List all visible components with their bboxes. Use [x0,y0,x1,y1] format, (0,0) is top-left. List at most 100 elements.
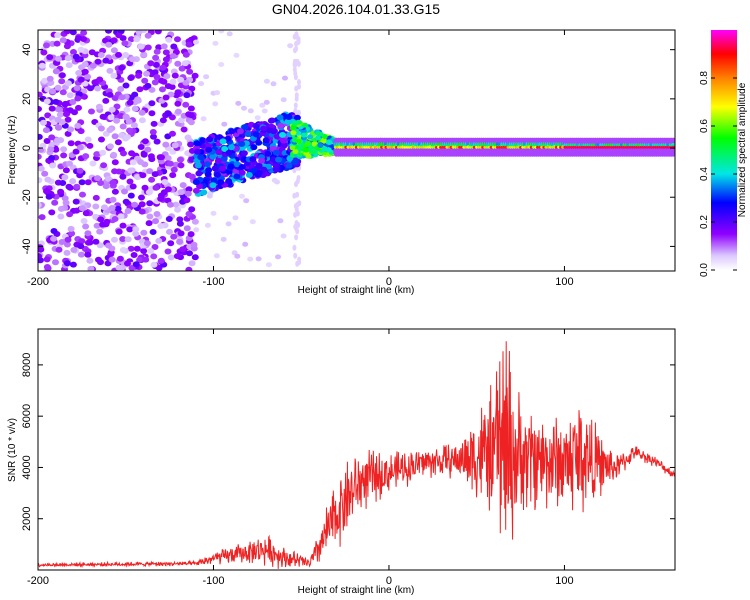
colorbar-gradient [711,30,737,270]
spectrogram-cell [107,114,115,121]
spectrogram-cell [297,79,301,85]
spectrogram-cell [193,227,200,233]
spectrogram-cell [148,156,156,163]
spectrogram-cell [78,205,86,212]
y-tick-label: 40 [21,44,33,56]
spectrogram-cell [119,173,127,180]
spectrogram-cell [133,36,141,43]
spectrogram-cell [118,94,126,101]
spectrogram-cell [70,247,78,253]
spectrogram-cell [45,193,53,200]
spectrogram-cell [245,172,253,178]
spectrogram-cell [151,69,159,76]
spectrogram-cell [98,136,105,143]
spectrogram-cell [143,70,151,77]
spectrogram-cell [143,240,151,247]
spectrogram-cell [152,184,160,191]
spectrogram-cell [84,251,92,258]
spectrogram-cell [296,109,301,116]
spectrogram-cell [294,181,298,188]
spectrogram-cell [55,246,63,253]
spectrogram-cell [84,136,92,143]
spectrogram-cell [129,56,136,63]
spectrogram-cell [210,210,217,216]
spectrogram-cell [69,30,77,36]
spectrogram-cell [139,172,147,179]
spectrogram-cell [115,264,123,271]
spectrogram-cell [144,44,152,51]
spectrogram-cell [111,216,119,222]
spectrogram-cell [59,180,67,186]
spectrogram-cell [295,139,302,144]
spectrogram-cell [295,210,300,217]
spectrogram-cell [244,131,252,138]
spectrogram-cell [119,236,127,242]
y-tick-label: -20 [21,189,33,205]
spectrogram-cell [297,83,301,90]
spectrogram-cell [218,30,225,34]
spectrogram-cell [102,183,110,190]
spectrogram-cell [187,141,195,148]
spectrogram-cell [132,226,140,233]
spectrogram-cell [82,210,90,217]
y-tick-label: 4000 [21,455,33,479]
spectrogram-cell [119,123,127,130]
spectrogram-cell [263,78,270,84]
spectrogram-cell [174,100,182,107]
spectrogram-cell [321,146,328,152]
spectrogram-cell [162,94,170,101]
spectrogram-cell [135,30,143,35]
spectrogram-cell [108,205,116,211]
spectrogram-cell [193,140,201,147]
spectrogram-cell [75,104,82,111]
spectrogram-cell [284,118,292,125]
spectrogram-cell [238,169,246,176]
spectrogram-cell [294,234,299,241]
spectrogram-cell [42,127,50,134]
spectrogram-cell [144,32,152,39]
spectrogram-cell [228,144,235,151]
spectrogram-cell [225,149,233,156]
spectrogram-cell [38,62,46,69]
spectrogram-cell [48,209,56,216]
spectrogram-cell [145,220,153,227]
spectrogram-cell [43,256,51,263]
spectrogram-cell [138,201,146,208]
spectrogram-cell [53,137,61,144]
spectrogram-cell [302,122,309,128]
spectrogram-cell [163,73,171,80]
spectrogram-cell [225,178,233,185]
spectrogram-cell [117,213,125,220]
spectrogram-cell [104,260,112,267]
spectrogram-cell [66,160,73,167]
spectrogram-cell [285,162,293,169]
spectrogram-cell [135,72,142,79]
y-tick-label: -40 [21,238,33,254]
spectrogram-cell [166,160,174,167]
spectrogram-cell [122,198,130,205]
spectrogram-cell [95,103,103,110]
spectrogram-cell [187,231,195,238]
spectrogram-cell [52,68,60,75]
spectrogram-cell [238,164,246,170]
spectrogram-cell [70,49,77,55]
spectrogram-cell [55,124,63,131]
spectrogram-cell [232,215,239,221]
spectrogram-cell [176,156,184,163]
colorbar-tick-label: 0.6 [699,119,710,133]
spectrogram-cell [233,173,241,180]
spectrogram-cell [81,52,89,59]
spectrogram-cell [291,159,299,165]
spectrogram-cell [174,60,182,67]
spectrogram-cell [243,198,250,204]
spectrogram-cell [204,222,211,228]
spectrogram-cell [97,216,105,223]
spectrogram-cell [206,193,213,199]
spectrogram-cell [129,159,137,166]
spectrogram-cell [77,243,85,250]
spectrogram-cell [268,117,276,124]
spectrogram-cell [109,196,117,203]
spectrogram-cell [117,86,125,92]
spectrogram-cell [73,183,81,190]
spectrogram-cell [176,216,184,223]
